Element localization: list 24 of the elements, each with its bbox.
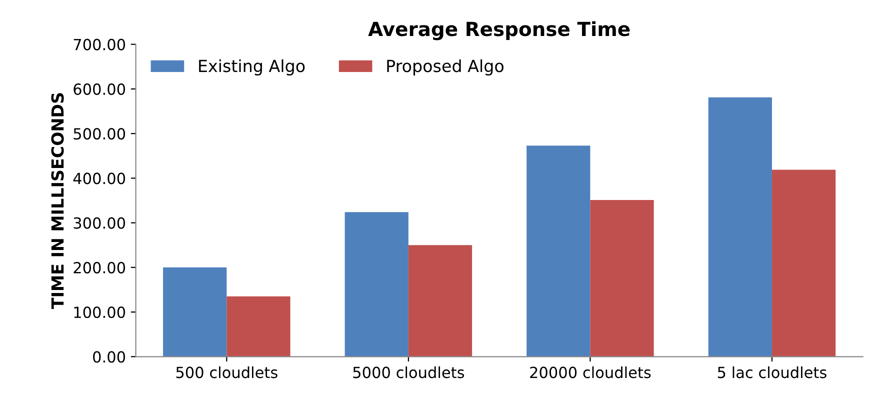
x-tick-label: 20000 cloudlets (530, 366, 651, 378)
x-tick-label: 5 lac cloudlets (718, 366, 826, 378)
y-tick-label: 400.00 (73, 172, 126, 184)
bar (708, 97, 772, 357)
bar (772, 170, 836, 357)
bar (344, 212, 408, 357)
y-tick-label: 500.00 (74, 128, 126, 140)
y-tick-label: 0.00 (93, 351, 126, 363)
y-tick-label: 600.00 (74, 83, 126, 95)
bar (226, 296, 290, 357)
y-tick-label: 100.00 (74, 306, 126, 318)
x-tick-label: 5000 cloudlets (353, 366, 464, 378)
legend-label: Proposed Algo (387, 59, 504, 76)
y-tick-label: 700.00 (74, 38, 126, 50)
bar (526, 146, 590, 357)
bar (163, 267, 227, 357)
y-tick-label: 300.00 (74, 217, 126, 229)
chart-title: Average Response Time (368, 21, 630, 40)
bar (590, 200, 654, 357)
y-tick-label: 200.00 (74, 262, 126, 274)
bar (408, 245, 472, 357)
legend-label: Existing Algo (199, 59, 305, 76)
y-axis-title: TIME IN MILLISECONDS (51, 93, 64, 309)
x-tick-label: 500 cloudlets (176, 366, 278, 378)
